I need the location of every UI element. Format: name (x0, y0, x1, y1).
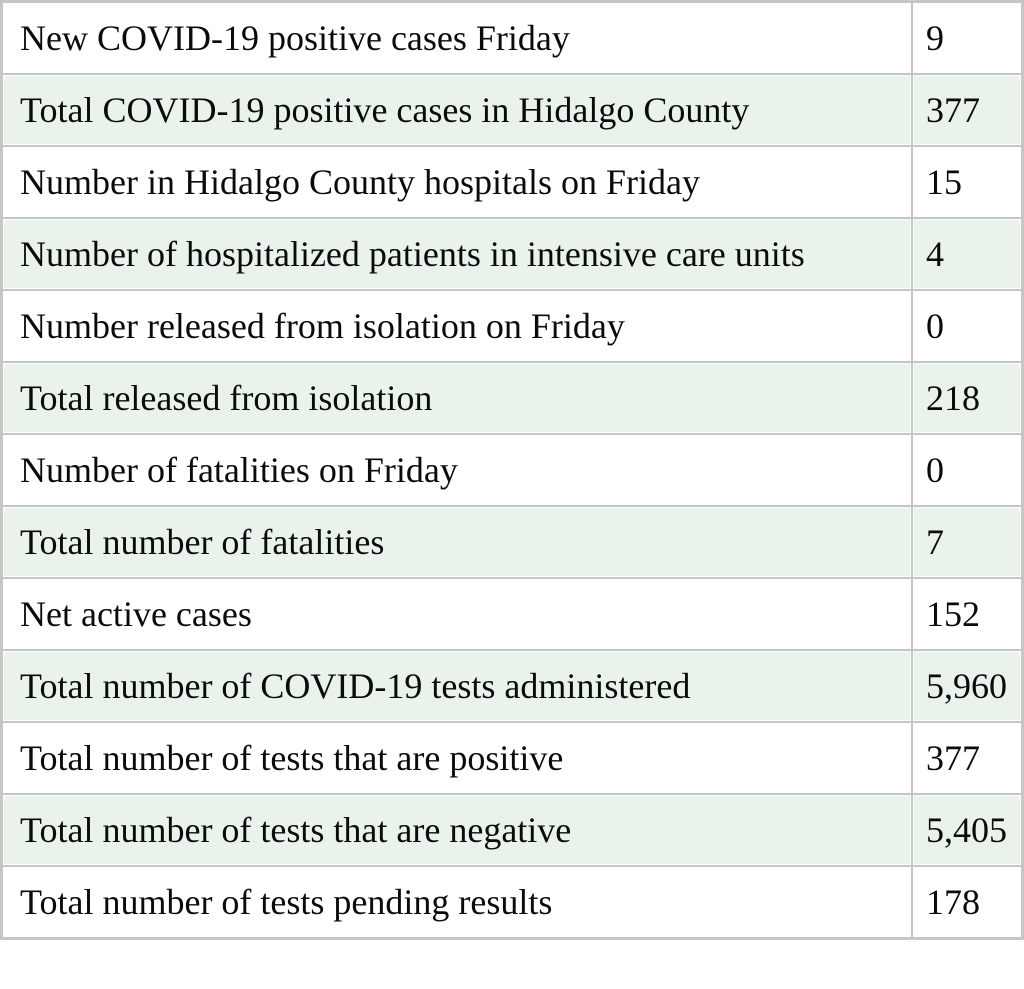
stat-label: Total number of tests that are negative (3, 795, 911, 865)
stat-value: 0 (913, 291, 1021, 361)
table-row: Total number of fatalities 7 (3, 507, 1021, 577)
stat-value: 0 (913, 435, 1021, 505)
table-row: Total released from isolation 218 (3, 363, 1021, 433)
stat-label: New COVID-19 positive cases Friday (3, 3, 911, 73)
stat-label: Total number of fatalities (3, 507, 911, 577)
stat-value: 4 (913, 219, 1021, 289)
stat-label: Total COVID-19 positive cases in Hidalgo… (3, 75, 911, 145)
table-row: Number in Hidalgo County hospitals on Fr… (3, 147, 1021, 217)
covid-stats-table: New COVID-19 positive cases Friday 9 Total… (0, 0, 1024, 940)
stat-value: 178 (913, 867, 1021, 937)
table-row: Total number of COVID-19 tests administe… (3, 651, 1021, 721)
stat-value: 5,405 (913, 795, 1021, 865)
stat-label: Number in Hidalgo County hospitals on Fr… (3, 147, 911, 217)
stat-label: Total number of tests that are positive (3, 723, 911, 793)
table-row: Total COVID-19 positive cases in Hidalgo… (3, 75, 1021, 145)
stat-value: 377 (913, 723, 1021, 793)
stat-label: Number released from isolation on Friday (3, 291, 911, 361)
stat-value: 5,960 (913, 651, 1021, 721)
covid-stats-table-body: New COVID-19 positive cases Friday 9 Total… (3, 3, 1021, 937)
table-row: New COVID-19 positive cases Friday 9 (3, 3, 1021, 73)
table-row: Total number of tests pending results 178 (3, 867, 1021, 937)
stat-value: 377 (913, 75, 1021, 145)
table-row: Number of fatalities on Friday 0 (3, 435, 1021, 505)
stat-value: 9 (913, 3, 1021, 73)
table-row: Net active cases 152 (3, 579, 1021, 649)
stat-label: Number of fatalities on Friday (3, 435, 911, 505)
table-row: Total number of tests that are positive 3… (3, 723, 1021, 793)
stat-value: 7 (913, 507, 1021, 577)
stat-value: 218 (913, 363, 1021, 433)
stat-label: Total number of COVID-19 tests administe… (3, 651, 911, 721)
stat-label: Total released from isolation (3, 363, 911, 433)
stat-value: 152 (913, 579, 1021, 649)
stat-label: Net active cases (3, 579, 911, 649)
table-row: Number of hospitalized patients in inten… (3, 219, 1021, 289)
stat-value: 15 (913, 147, 1021, 217)
table-row: Number released from isolation on Friday… (3, 291, 1021, 361)
stat-label: Total number of tests pending results (3, 867, 911, 937)
stat-label: Number of hospitalized patients in inten… (3, 219, 911, 289)
table-row: Total number of tests that are negative 5… (3, 795, 1021, 865)
